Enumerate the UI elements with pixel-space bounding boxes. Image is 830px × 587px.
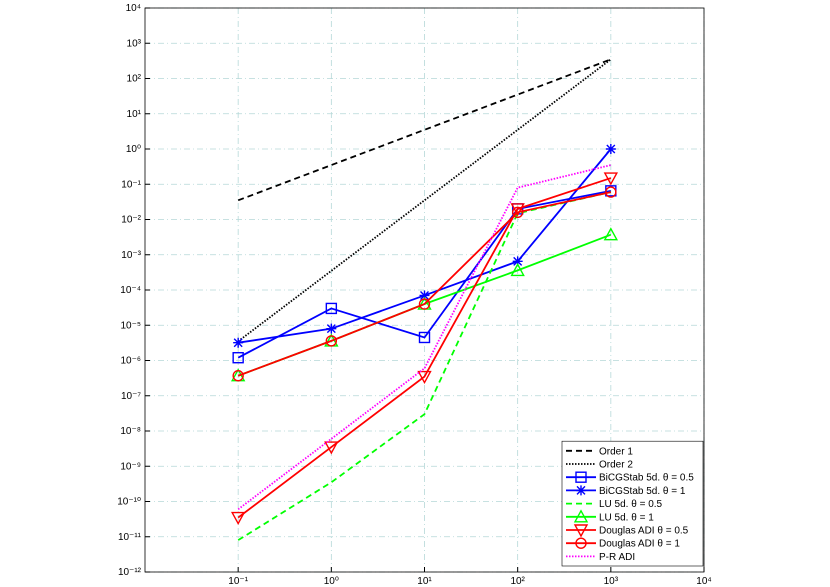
series-line: [237, 191, 612, 377]
marker: [605, 144, 616, 154]
legend-label: P-R ADI: [599, 552, 635, 563]
y-tick-label: 10¹: [127, 109, 142, 120]
marker: [576, 485, 586, 496]
y-tick-label: 10⁻⁴: [120, 285, 141, 296]
series-line: [237, 164, 612, 511]
y-tick-label: 10⁻¹: [121, 179, 141, 190]
legend-label: LU 5d. θ = 0.5: [599, 499, 663, 510]
y-tick-label: 10⁻²: [121, 215, 141, 226]
y-tick-label: 10⁰: [126, 144, 141, 155]
marker: [324, 441, 339, 455]
y-tick-label: 10⁴: [126, 3, 141, 14]
marker: [419, 290, 430, 301]
marker: [326, 323, 337, 334]
y-tick-label: 10²: [127, 74, 142, 85]
marker: [418, 298, 431, 310]
series-line: [237, 191, 612, 541]
series-line: [237, 177, 612, 519]
x-tick-label: 10⁴: [696, 576, 711, 587]
plot-frame: [144, 7, 705, 573]
marker: [510, 203, 525, 217]
y-tick-label: 10⁻¹⁰: [117, 497, 141, 508]
y-tick-label: 10⁻¹²: [118, 567, 142, 578]
legend-label: Douglas ADI θ = 1: [599, 539, 680, 550]
y-tick-label: 10⁻⁵: [120, 320, 141, 331]
legend-label: LU 5d. θ = 1: [599, 512, 654, 523]
x-tick-label: 10³: [604, 576, 619, 587]
marker: [230, 511, 246, 526]
marker: [512, 256, 523, 267]
marker: [603, 227, 619, 241]
x-tick-label: 10²: [510, 576, 525, 587]
marker: [605, 186, 617, 198]
y-tick-label: 10⁻⁸: [120, 426, 141, 437]
marker: [232, 352, 244, 364]
y-tick-label: 10⁻⁶: [120, 356, 141, 367]
legend-label: Order 2: [599, 460, 633, 471]
marker: [325, 335, 338, 347]
legend: Order 1 Order 2 BiCGStab 5d. θ = 0.5 BiCGSt…: [561, 440, 704, 567]
marker: [325, 302, 338, 315]
marker: [418, 331, 431, 344]
x-tick-label: 10⁰: [324, 576, 339, 587]
marker: [417, 370, 432, 385]
marker: [603, 172, 619, 186]
y-tick-label: 10³: [127, 38, 142, 49]
x-tick-label: 10¹: [417, 576, 432, 587]
legend-label: BiCGStab 5d. θ = 0.5: [599, 473, 694, 484]
series-line: [237, 58, 612, 202]
legend-label: Douglas ADI θ = 0.5: [599, 526, 689, 537]
series-line: [237, 189, 612, 359]
marker: [232, 370, 244, 382]
marker: [575, 537, 587, 549]
y-tick-label: 10⁻⁹: [120, 461, 141, 472]
marker: [573, 524, 589, 538]
marker: [575, 471, 587, 483]
legend-label: Order 1: [599, 446, 633, 457]
marker: [233, 337, 244, 348]
y-tick-label: 10⁻⁷: [121, 391, 141, 402]
y-tick-label: 10⁻³: [121, 250, 141, 261]
x-tick-label: 10⁻¹: [228, 576, 248, 587]
legend-label: BiCGStab 5d. θ = 1: [599, 486, 686, 497]
y-tick-label: 10⁻¹¹: [118, 532, 142, 543]
marker: [573, 509, 589, 523]
marker: [511, 206, 524, 219]
marker: [510, 262, 525, 277]
